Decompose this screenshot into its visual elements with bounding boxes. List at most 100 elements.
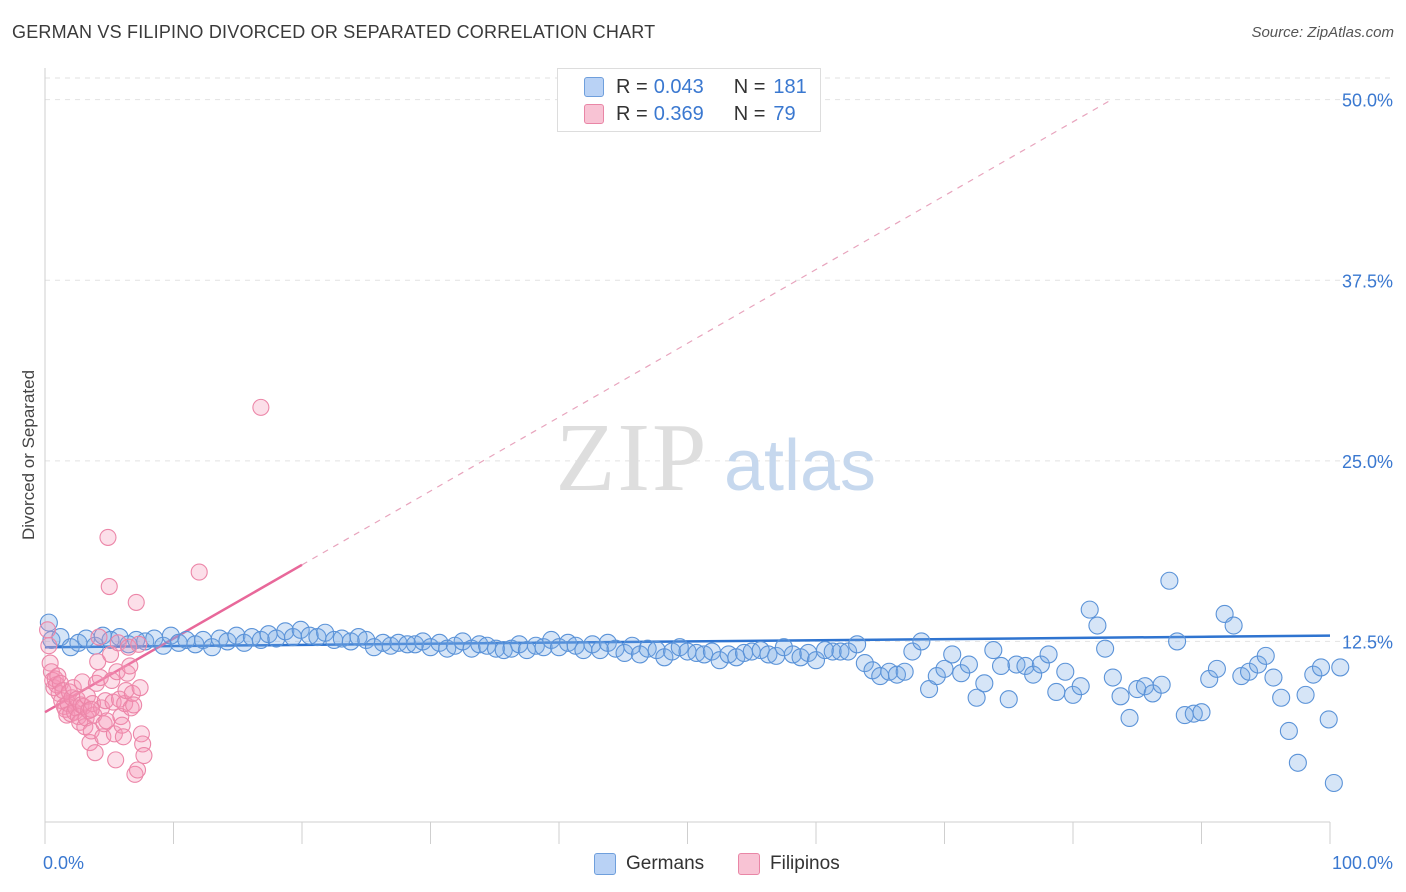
german-point [154,636,173,655]
german-point [227,626,246,645]
filipino-point [103,671,121,689]
german-point [1331,658,1350,677]
legend-n-label: N = [733,75,766,98]
german-point [1324,773,1343,793]
legend-r-label: R = [616,102,648,125]
german-point [895,662,914,681]
legend-row-filipinos: R = 0.369 N = 79 [584,101,796,127]
filipino-point [130,635,148,653]
german-point [943,645,962,664]
filipino-point [100,577,118,596]
axis-labels: 12.5% 25.0% 37.5% 50.0% 0.0% 100.0% Divorced o… [19,91,1393,873]
german-point [1256,646,1275,665]
bottom-legend-filipinos[interactable]: Filipinos [738,852,840,876]
german-point [1279,721,1298,741]
legend-r-label: R = [616,75,648,98]
y-tick-label: 12.5% [1342,632,1393,652]
filipino-point [82,700,100,718]
german-point [984,641,1003,660]
german-point [1007,655,1026,674]
german-point [1096,639,1115,658]
german-point [1120,708,1139,728]
german-point [1039,645,1058,664]
y-tick-label: 37.5% [1342,271,1393,291]
german-point [291,620,310,639]
legend-n-value-germans: 181 [773,75,807,98]
german-point [1071,677,1090,696]
legend-swatch-filipinos [584,104,604,124]
german-point [470,635,489,654]
german-point [839,642,858,661]
watermark: ZIP atlas [556,404,877,512]
german-point [1264,668,1283,687]
filipino-point [41,654,59,672]
german-point [1184,704,1203,723]
x-tick-label-min: 0.0% [43,853,84,873]
german-point [759,645,778,664]
german-point [647,641,666,660]
german-trend-line [44,634,1331,649]
german-point [806,651,826,670]
german-point [1311,658,1331,677]
german-point [1272,688,1291,707]
filipino-point [39,621,57,639]
german-point [1304,665,1323,684]
german-point [831,642,850,661]
filipino-point [131,679,149,697]
german-point [1288,753,1307,772]
german-point [815,641,835,660]
filipino-point [252,398,270,416]
german-point [935,659,954,678]
german-point [848,635,867,654]
filipino-point [121,657,139,675]
german-point [1056,662,1075,681]
german-point [1224,616,1243,635]
bottom-legend-swatch-germans [594,853,616,875]
german-point [823,642,842,661]
y-tick-label: 25.0% [1342,452,1393,472]
german-point [903,642,922,661]
y-tick-label: 50.0% [1342,91,1393,111]
german-point [1031,655,1050,674]
german-point [486,639,506,658]
german-point [300,626,319,645]
german-point [638,639,657,658]
german-point [991,656,1011,676]
german-point [975,674,994,693]
german-point [999,690,1018,709]
german-point [1111,687,1130,706]
filipino-point [127,593,145,611]
data-points [39,398,1350,793]
filipino-point [90,628,108,646]
german-point [1192,703,1211,722]
german-point [398,635,417,654]
german-point [316,623,335,642]
german-point [1152,675,1171,694]
bottom-legend-germans[interactable]: Germans [594,852,704,876]
bottom-legend-label-germans: Germans [626,853,705,874]
y-axis-title: Divorced or Separated [19,370,38,540]
german-point [1296,685,1315,704]
german-point [855,654,874,673]
legend-row-germans: R = 0.043 N = 181 [584,74,807,100]
chart-title: GERMAN VS FILIPINO DIVORCED OR SEPARATED… [12,22,656,42]
german-point [912,632,931,651]
german-point [1047,682,1066,702]
german-point [1168,632,1187,651]
filipino-point [119,638,138,656]
legend-swatch-germans [584,77,604,97]
axes [44,68,1331,844]
filipino-point [99,528,117,546]
german-point [1200,669,1219,689]
gridlines [45,77,1392,642]
legend-r-value-filipinos: 0.369 [653,102,704,125]
filipino-point [95,715,113,733]
german-point [39,613,58,632]
legend-n-label: N = [733,102,766,125]
filipino-point [73,673,91,691]
german-point [534,638,553,657]
german-point [1024,665,1043,684]
german-point [591,641,610,660]
legend-n-value-filipinos: 79 [773,102,796,125]
